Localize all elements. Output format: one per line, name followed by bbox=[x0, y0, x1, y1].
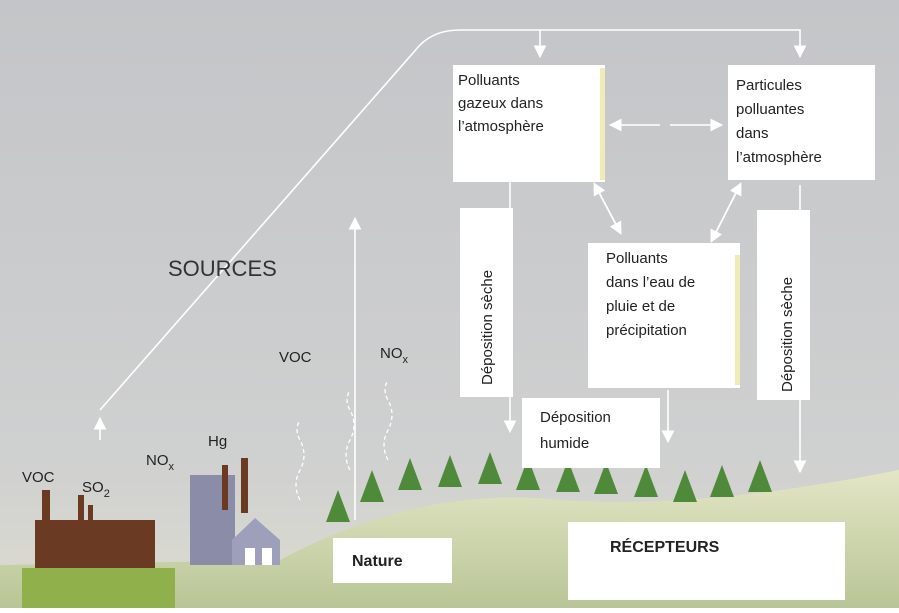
box-text: dans bbox=[736, 125, 769, 142]
sources-title: SOURCES bbox=[168, 256, 277, 281]
label: VOC bbox=[22, 469, 55, 486]
box-text: l’atmosphère bbox=[458, 118, 544, 135]
box-text: dans l’eau de bbox=[606, 274, 695, 291]
box-text: pluie et de bbox=[606, 298, 675, 315]
dry-deposition: Déposition sèche bbox=[779, 277, 796, 392]
box-text: Déposition bbox=[540, 409, 611, 426]
diagram: SOURCES VOC SO2 NOx Hg VOC NOx Polluants… bbox=[0, 0, 899, 608]
box-edge bbox=[600, 68, 605, 180]
green-patch bbox=[22, 568, 175, 608]
box-text: Polluants bbox=[458, 72, 520, 89]
box-edge bbox=[735, 255, 740, 385]
box-text: humide bbox=[540, 435, 589, 452]
receptors-label: RÉCEPTEURS bbox=[610, 537, 720, 556]
label: VOC bbox=[279, 349, 312, 366]
box-text: gazeux dans bbox=[458, 95, 543, 112]
box-text: l’atmosphère bbox=[736, 149, 822, 166]
box-text: Polluants bbox=[606, 250, 668, 267]
dry-deposition: Déposition sèche bbox=[479, 270, 496, 385]
label: Hg bbox=[208, 433, 227, 450]
box-receptors bbox=[568, 522, 845, 600]
box-text: Particules bbox=[736, 77, 802, 94]
box-text: polluantes bbox=[736, 101, 804, 118]
nature-label: Nature bbox=[352, 553, 403, 570]
box-text: précipitation bbox=[606, 322, 687, 339]
